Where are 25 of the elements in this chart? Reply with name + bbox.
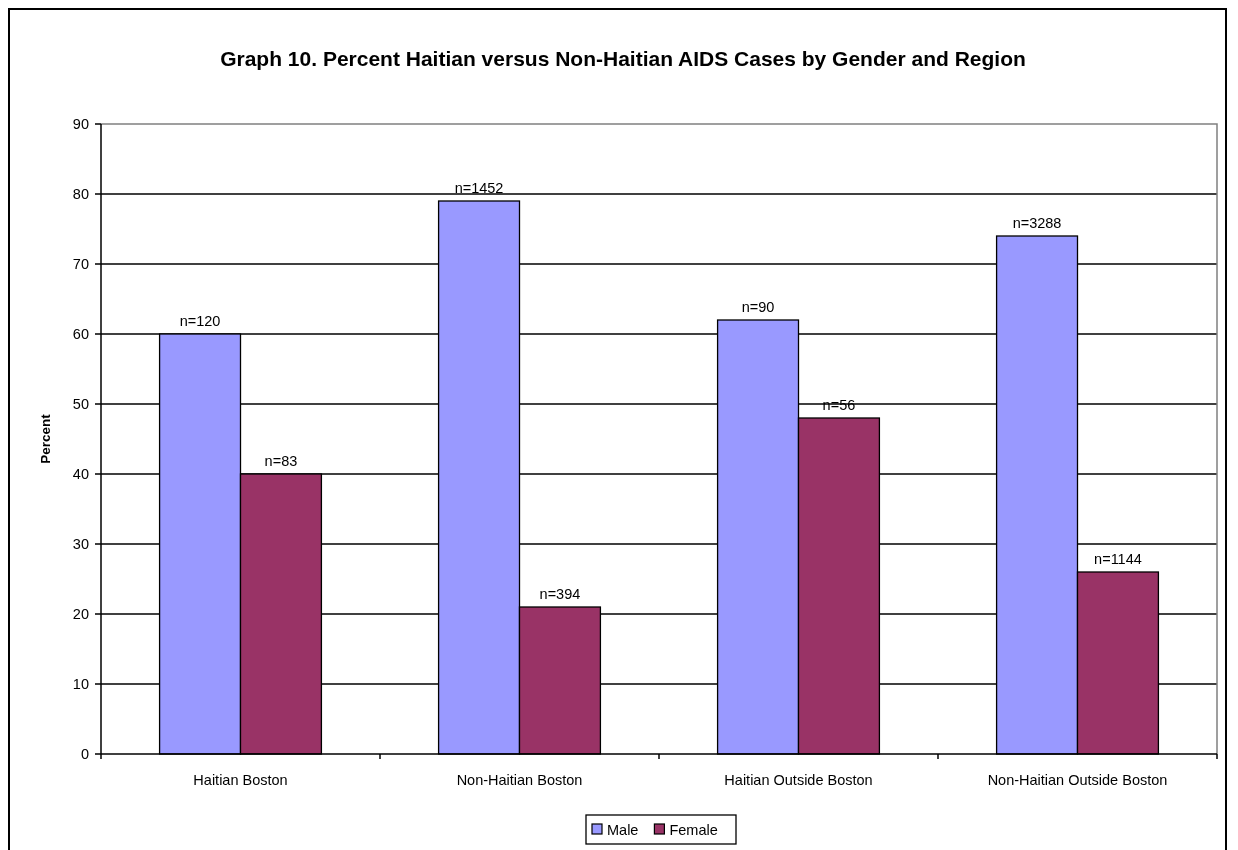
chart-title: Graph 10. Percent Haitian versus Non-Haitian AIDS Cases by Gender and Region <box>220 47 1026 70</box>
annotation: n=3288 <box>1012 215 1062 231</box>
y-tick-label: 0 <box>80 746 89 763</box>
y-tick-label: 20 <box>72 606 89 623</box>
annotation: n=394 <box>539 586 581 602</box>
legend-label: Female <box>669 821 718 838</box>
y-tick-label: 50 <box>72 396 89 413</box>
y-tick-label: 60 <box>72 326 89 343</box>
annotation: n=1144 <box>1094 551 1142 567</box>
annotation: n=120 <box>179 313 221 329</box>
x-tick-label: Non-Haitian Outside Boston <box>987 772 1168 788</box>
annotation: n=83 <box>264 453 298 469</box>
x-tick-label: Haitian Boston <box>193 772 288 788</box>
y-tick-label: 10 <box>72 676 89 693</box>
y-tick-label: 70 <box>72 256 89 273</box>
y-tick-label: 40 <box>72 466 89 483</box>
annotation: n=1452 <box>454 180 504 196</box>
x-tick-label: Non-Haitian Boston <box>456 772 583 788</box>
y-tick-label: 90 <box>72 116 89 133</box>
legend-label: Male <box>607 821 639 838</box>
x-tick-label: Haitian Outside Boston <box>724 772 873 788</box>
y-tick-label: 30 <box>72 536 89 553</box>
annotation: n=90 <box>741 299 775 315</box>
y-axis-title: Percent <box>38 413 53 464</box>
y-tick-label: 80 <box>72 186 89 203</box>
